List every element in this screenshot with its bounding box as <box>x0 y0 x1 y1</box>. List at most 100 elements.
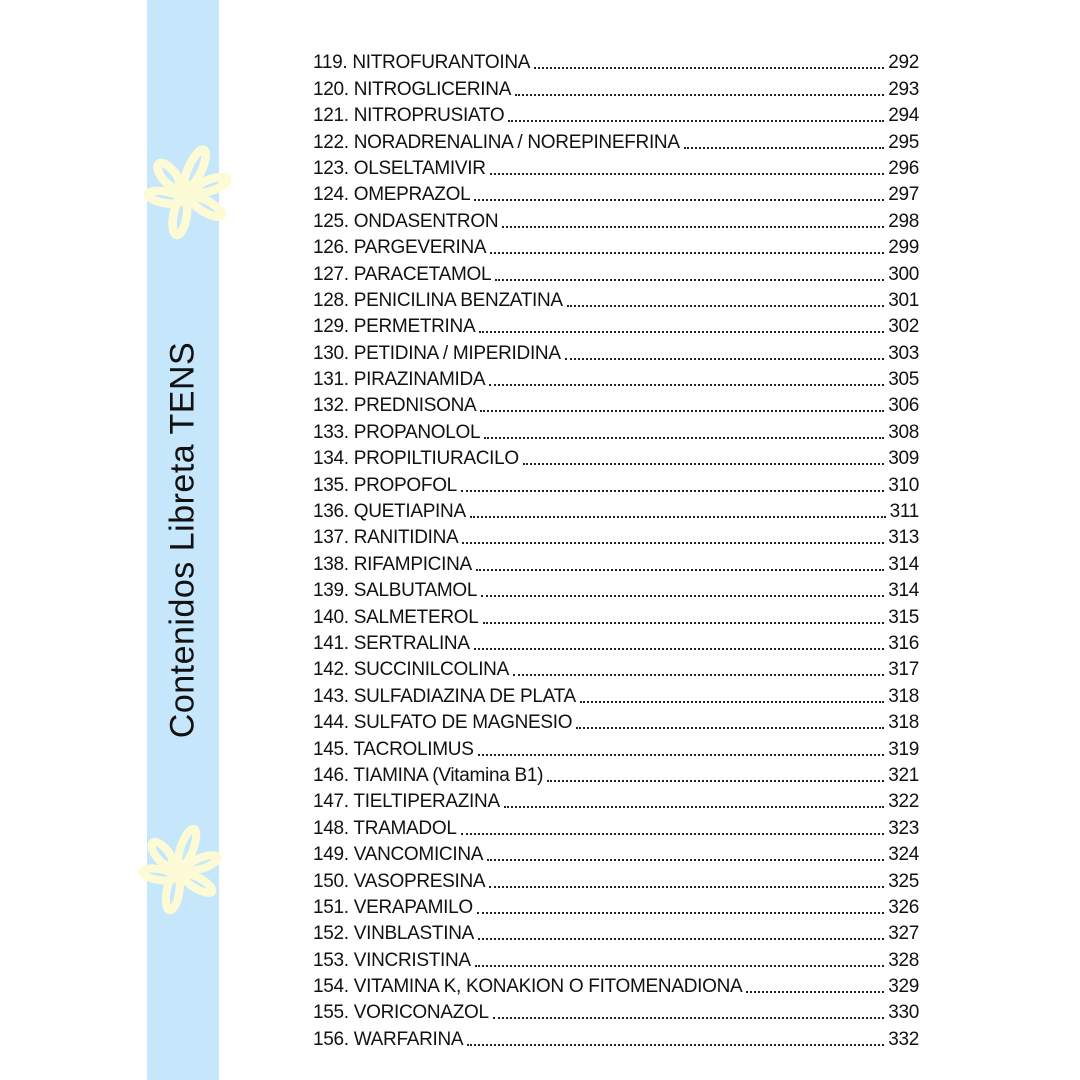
toc-entry[interactable]: 126. PARGEVERINA 299 <box>313 233 919 259</box>
toc-entry[interactable]: 137. RANITIDINA 313 <box>313 523 919 549</box>
sidebar-title: Contenidos Libreta TENS <box>163 341 202 739</box>
toc-entry[interactable]: 152. VINBLASTINA 327 <box>313 919 919 945</box>
entry-page: 298 <box>888 210 919 232</box>
entry-page: 326 <box>888 896 919 918</box>
dot-leader <box>512 674 885 677</box>
toc-entry[interactable]: 145. TACROLIMUS 319 <box>313 734 919 760</box>
dot-leader <box>476 911 885 914</box>
dot-leader <box>566 304 885 307</box>
dot-leader <box>490 252 885 255</box>
entry-label: 151. VERAPAMILO <box>313 896 473 918</box>
entry-page: 302 <box>888 316 919 338</box>
toc-entry[interactable]: 121. NITROPRUSIATO 294 <box>313 101 919 127</box>
dot-leader <box>515 93 885 96</box>
toc-entry[interactable]: 151. VERAPAMILO 326 <box>313 893 919 919</box>
entry-page: 330 <box>888 1002 919 1024</box>
dot-leader <box>460 489 885 492</box>
toc-entry[interactable]: 147. TIELTIPERAZINA 322 <box>313 787 919 813</box>
toc-entry[interactable]: 142. SUCCINILCOLINA 317 <box>313 655 919 681</box>
entry-label: 154. VITAMINA K, KONAKION O FITOMENADION… <box>313 976 743 998</box>
entry-label: 119. NITROFURANTOINA <box>313 52 531 74</box>
dot-leader <box>564 357 885 360</box>
entry-page: 318 <box>888 712 919 734</box>
dot-leader <box>473 647 885 650</box>
entry-label: 137. RANITIDINA <box>313 527 459 549</box>
dot-leader <box>462 542 885 545</box>
entry-page: 327 <box>888 923 919 945</box>
entry-label: 138. RIFAMPICINA <box>313 553 472 575</box>
dot-leader <box>508 120 885 123</box>
entry-page: 314 <box>888 553 919 575</box>
dot-leader <box>534 67 885 70</box>
toc-entry[interactable]: 128. PENICILINA BENZATINA 301 <box>313 286 919 312</box>
entry-page: 329 <box>888 976 919 998</box>
dot-leader <box>482 621 885 624</box>
toc-entry[interactable]: 136. QUETIAPINA 311 <box>313 497 919 523</box>
toc-entry[interactable]: 140. SALMETEROL 315 <box>313 602 919 628</box>
toc-entry[interactable]: 139. SALBUTAMOL 314 <box>313 576 919 602</box>
toc-entry[interactable]: 153. VINCRISTINA 328 <box>313 945 919 971</box>
entry-label: 130. PETIDINA / MIPERIDINA <box>313 342 561 364</box>
toc-entry[interactable]: 150. VASOPRESINA 325 <box>313 866 919 892</box>
entry-page: 296 <box>888 157 919 179</box>
toc-entry[interactable]: 122. NORADRENALINA / NOREPINEFRINA 295 <box>313 127 919 153</box>
toc-entry[interactable]: 130. PETIDINA / MIPERIDINA 303 <box>313 338 919 364</box>
toc-entry[interactable]: 135. PROPOFOL 310 <box>313 470 919 496</box>
flower-icon <box>138 825 222 915</box>
entry-page: 328 <box>888 949 919 971</box>
entry-label: 123. OLSELTAMIVIR <box>313 157 486 179</box>
toc-entry[interactable]: 144. SULFATO DE MAGNESIO 318 <box>313 708 919 734</box>
toc-entry[interactable]: 141. SERTRALINA 316 <box>313 629 919 655</box>
entry-label: 148. TRAMADOL <box>313 817 457 839</box>
toc-entry[interactable]: 149. VANCOMICINA 324 <box>313 840 919 866</box>
toc-entry[interactable]: 134. PROPILTIURACILO 309 <box>313 444 919 470</box>
toc-entry[interactable]: 119. NITROFURANTOINA 292 <box>313 48 919 74</box>
flower-icon <box>143 145 232 240</box>
entry-label: 128. PENICILINA BENZATINA <box>313 289 563 311</box>
entry-label: 122. NORADRENALINA / NOREPINEFRINA <box>313 131 680 153</box>
entry-label: 144. SULFATO DE MAGNESIO <box>313 712 573 734</box>
dot-leader <box>481 595 885 598</box>
dot-leader <box>474 199 885 202</box>
entry-page: 295 <box>888 131 919 153</box>
entry-page: 315 <box>888 606 919 628</box>
toc-entry[interactable]: 129. PERMETRINA 302 <box>313 312 919 338</box>
toc-entry[interactable]: 132. PREDNISONA 306 <box>313 391 919 417</box>
entry-label: 150. VASOPRESINA <box>313 870 486 892</box>
toc-entry[interactable]: 156. WARFARINA 332 <box>313 1024 919 1050</box>
toc-entry[interactable]: 123. OLSELTAMIVIR 296 <box>313 154 919 180</box>
entry-page: 317 <box>888 659 919 681</box>
toc-entry[interactable]: 138. RIFAMPICINA 314 <box>313 549 919 575</box>
dot-leader <box>484 436 885 439</box>
toc-entry[interactable]: 125. ONDASENTRON 298 <box>313 206 919 232</box>
toc-entry[interactable]: 124. OMEPRAZOL 297 <box>313 180 919 206</box>
toc-entry[interactable]: 155. VORICONAZOL 330 <box>313 998 919 1024</box>
toc-entry[interactable]: 154. VITAMINA K, KONAKION O FITOMENADION… <box>313 972 919 998</box>
entry-label: 121. NITROPRUSIATO <box>313 105 505 127</box>
toc-entry[interactable]: 127. PARACETAMOL 300 <box>313 259 919 285</box>
toc-entry[interactable]: 146. TIAMINA (Vitamina B1) 321 <box>313 761 919 787</box>
toc-entry[interactable]: 120. NITROGLICERINA 293 <box>313 74 919 100</box>
toc-entry[interactable]: 148. TRAMADOL 323 <box>313 813 919 839</box>
toc-entry[interactable]: 143. SULFADIAZINA DE PLATA 318 <box>313 681 919 707</box>
dot-leader <box>489 384 885 387</box>
table-of-contents: 119. NITROFURANTOINA 292 120. NITROGLICERI… <box>313 48 919 1051</box>
entry-page: 313 <box>888 527 919 549</box>
dot-leader <box>746 991 885 994</box>
toc-entry[interactable]: 133. PROPANOLOL 308 <box>313 417 919 443</box>
entry-page: 293 <box>888 78 919 100</box>
entry-page: 305 <box>888 369 919 391</box>
entry-label: 147. TIELTIPERAZINA <box>313 791 500 813</box>
entry-label: 139. SALBUTAMOL <box>313 580 478 602</box>
entry-page: 309 <box>888 448 919 470</box>
toc-entry[interactable]: 131. PIRAZINAMIDA 305 <box>313 365 919 391</box>
entry-label: 146. TIAMINA (Vitamina B1) <box>313 764 544 786</box>
entry-label: 136. QUETIAPINA <box>313 501 466 523</box>
entry-label: 155. VORICONAZOL <box>313 1002 489 1024</box>
entry-page: 321 <box>888 764 919 786</box>
dot-leader <box>475 568 885 571</box>
entry-page: 303 <box>888 342 919 364</box>
dot-leader <box>477 753 885 756</box>
entry-page: 318 <box>888 685 919 707</box>
entry-page: 319 <box>888 738 919 760</box>
